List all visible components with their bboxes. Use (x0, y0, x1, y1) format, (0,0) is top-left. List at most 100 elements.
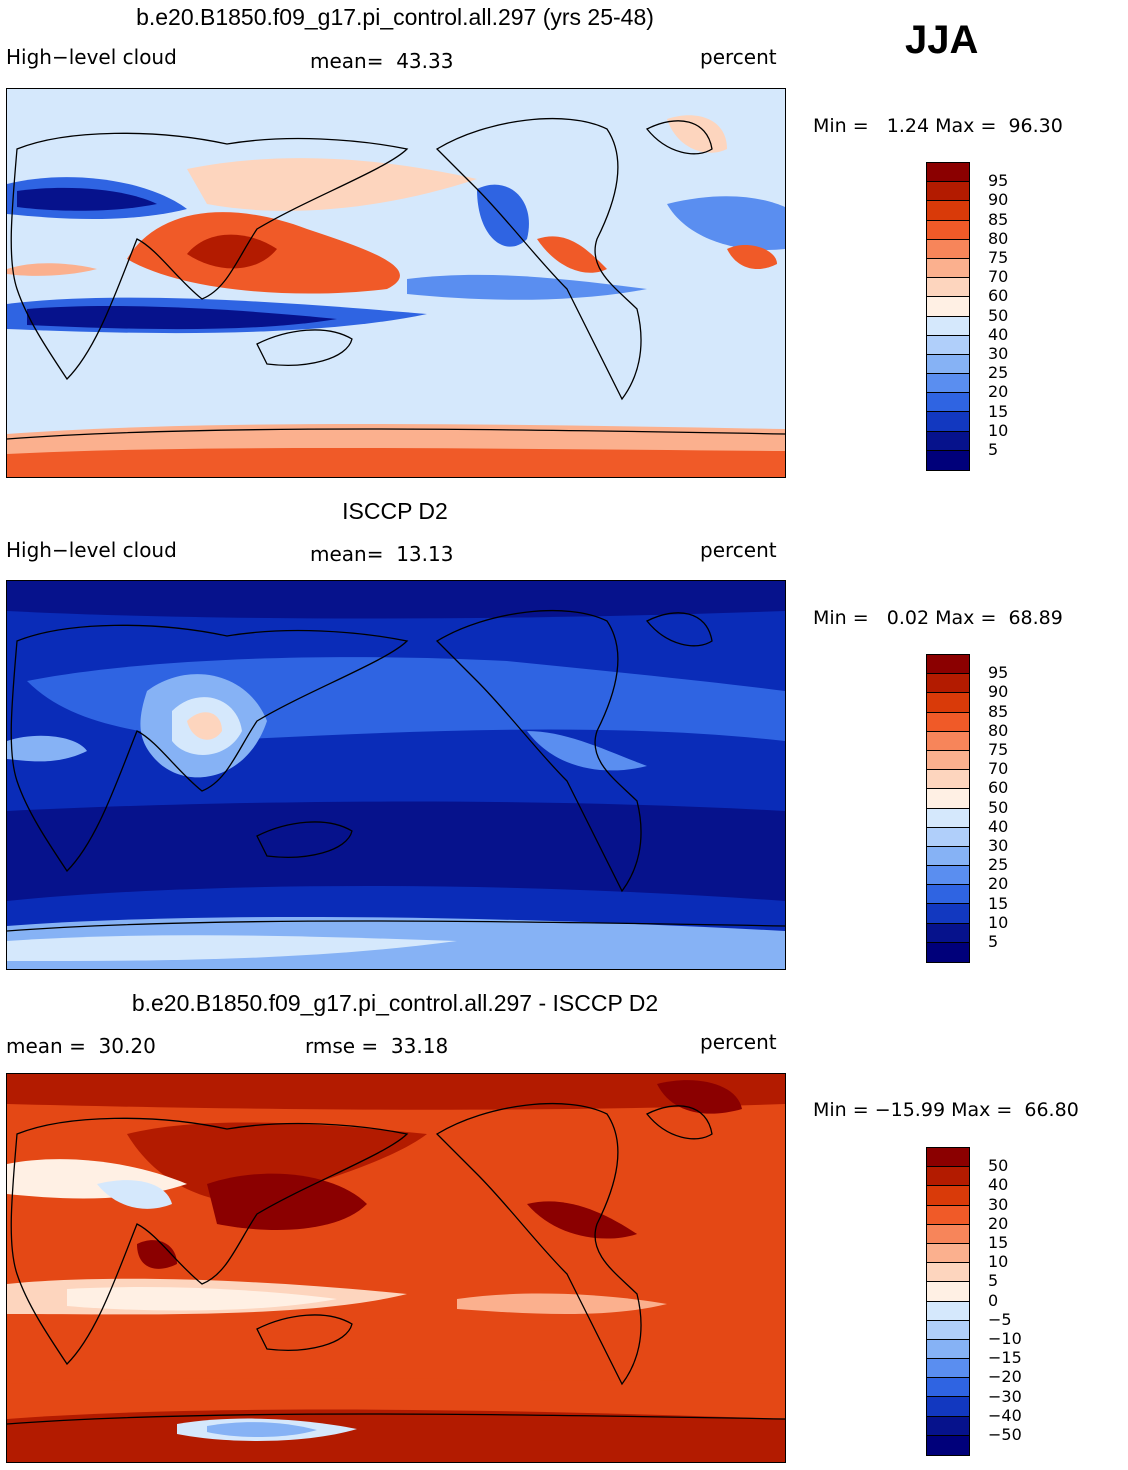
colorbar-tick-label: 20 (988, 382, 1009, 402)
panel-2-left-label: High−level cloud (6, 538, 177, 562)
colorbar-tick-label: 85 (988, 701, 1009, 721)
panel-2-map (6, 580, 786, 970)
panel-2-min-max: Min = 0.02 Max = 68.89 (813, 607, 1063, 629)
colorbar-box (927, 239, 969, 259)
colorbar-tick-label: −30 (988, 1386, 1022, 1406)
colorbar-box (927, 827, 969, 847)
colorbar-tick-label: 75 (988, 248, 1009, 267)
colorbar-box (927, 942, 969, 962)
colorbar-box (927, 412, 969, 432)
colorbar-tick-label: 20 (988, 1213, 1009, 1233)
colorbar-box (927, 904, 969, 924)
colorbar-box (927, 258, 969, 279)
colorbar-box (927, 450, 969, 470)
colorbar-box (927, 1359, 969, 1379)
colorbar-tick-label: 5 (988, 932, 999, 951)
colorbar-tick-label: 15 (988, 1233, 1009, 1252)
colorbar-box (927, 808, 969, 828)
colorbar-tick-label: 80 (988, 720, 1009, 740)
colorbar-box (927, 354, 969, 375)
colorbar-tick-label: −15 (988, 1348, 1022, 1368)
colorbar-box (927, 1148, 969, 1168)
panel-3-colorbar (926, 1147, 970, 1456)
colorbar-box (927, 220, 969, 240)
panel-1-right-label: percent (700, 45, 777, 69)
colorbar-box (927, 674, 969, 694)
colorbar-tick-label: 5 (988, 1271, 999, 1291)
panel-1-map (6, 88, 786, 478)
colorbar-tick-label: 30 (988, 1194, 1009, 1214)
colorbar-box (927, 1320, 969, 1340)
panel-2-title: ISCCP D2 (342, 498, 448, 524)
panel-3-center-label: rmse = 33.18 (305, 1034, 449, 1058)
colorbar-box (927, 182, 969, 202)
colorbar-box (927, 1167, 969, 1187)
colorbar-box (927, 374, 969, 394)
colorbar-tick-label: 10 (988, 1252, 1009, 1272)
colorbar-tick-label: 10 (988, 420, 1009, 440)
colorbar-box (927, 731, 969, 751)
colorbar-tick-label: 5 (988, 440, 999, 459)
panel-3-left-label: mean = 30.20 (6, 1034, 156, 1058)
colorbar-tick-label: 60 (988, 778, 1009, 798)
panel-3-right-label: percent (700, 1030, 777, 1054)
panel-1-colorbar (926, 162, 970, 471)
colorbar-box (927, 431, 969, 451)
season-label: JJA (905, 18, 979, 62)
colorbar-tick-label: 75 (988, 740, 1009, 759)
colorbar-box (927, 866, 969, 886)
colorbar-tick-label: 80 (988, 228, 1009, 248)
panel-1-left-label: High−level cloud (6, 45, 177, 69)
colorbar-box (927, 316, 969, 336)
colorbar-tick-label: 40 (988, 816, 1009, 836)
colorbar-box (927, 655, 969, 675)
colorbar-tick-label: 10 (988, 912, 1009, 932)
colorbar-tick-label: 0 (988, 1290, 999, 1310)
colorbar-box (927, 1397, 969, 1417)
colorbar-tick-label: 95 (988, 663, 1009, 683)
colorbar-box (927, 1435, 969, 1455)
colorbar-box (927, 712, 969, 732)
colorbar-tick-label: 15 (988, 893, 1009, 913)
colorbar-tick-label: 85 (988, 209, 1009, 229)
colorbar-box (927, 1301, 969, 1321)
colorbar-tick-label: 70 (988, 267, 1009, 287)
colorbar-box (927, 789, 969, 809)
colorbar-tick-label: 25 (988, 855, 1009, 875)
panel-3-min-max: Min = −15.99 Max = 66.80 (813, 1099, 1079, 1121)
colorbar-box (927, 1186, 969, 1206)
colorbar-tick-label: −5 (988, 1309, 1012, 1329)
panel-1-title: b.e20.B1850.f09_g17.pi_control.all.297 (… (136, 4, 654, 30)
panel-2-right-label: percent (700, 538, 777, 562)
panel-1-min-max: Min = 1.24 Max = 96.30 (813, 115, 1063, 137)
colorbar-tick-label: 50 (988, 305, 1009, 325)
colorbar-box (927, 1378, 969, 1398)
colorbar-box (927, 1224, 969, 1244)
colorbar-tick-label: 70 (988, 759, 1009, 779)
panel-2-center-label: mean= 13.13 (310, 542, 454, 566)
colorbar-box (927, 770, 969, 790)
obs-bg (7, 581, 785, 969)
colorbar-box (927, 750, 969, 771)
colorbar-box (927, 1416, 969, 1436)
colorbar-tick-label: −10 (988, 1329, 1022, 1348)
colorbar-box (927, 1339, 969, 1360)
colorbar-box (927, 885, 969, 905)
colorbar-box (927, 1243, 969, 1264)
colorbar-box (927, 1263, 969, 1283)
colorbar-box (927, 1205, 969, 1225)
colorbar-box (927, 923, 969, 943)
colorbar-tick-label: 50 (988, 797, 1009, 817)
colorbar-tick-label: −40 (988, 1405, 1022, 1425)
panel-2-colorbar (926, 654, 970, 963)
colorbar-tick-label: 60 (988, 286, 1009, 306)
colorbar-box (927, 393, 969, 413)
panel-1-center-label: mean= 43.33 (310, 49, 454, 73)
colorbar-tick-label: 90 (988, 190, 1009, 210)
colorbar-box (927, 335, 969, 355)
colorbar-tick-label: 90 (988, 682, 1009, 702)
colorbar-tick-label: 15 (988, 401, 1009, 421)
colorbar-tick-label: 30 (988, 344, 1009, 363)
colorbar-box (927, 693, 969, 713)
colorbar-box (927, 297, 969, 317)
